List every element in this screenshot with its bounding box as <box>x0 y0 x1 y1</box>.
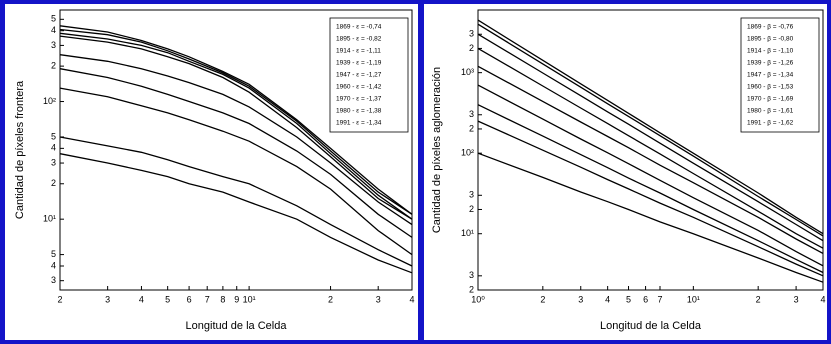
legend-entry: 1914 - β = -1,10 <box>747 48 794 55</box>
legend-entry: 1939 - β = -1,26 <box>747 60 794 67</box>
y-tick-label: 2 <box>51 61 56 71</box>
y-tick-label: 3 <box>469 29 474 39</box>
y-tick-label: 2 <box>51 178 56 188</box>
y-tick-label: 4 <box>51 260 56 270</box>
y-tick-label: 3 <box>51 157 56 167</box>
y-tick-label: 10² <box>461 148 474 158</box>
y-tick-label: 3 <box>51 40 56 50</box>
legend-entry: 1960 - β = -1,53 <box>747 84 794 91</box>
series-line <box>59 54 413 226</box>
legend-entry: 1970 - β = -1,69 <box>747 96 794 103</box>
y-tick-label: 3 <box>469 190 474 200</box>
series-line <box>477 104 824 274</box>
x-tick-label: 2 <box>540 294 545 304</box>
series-line <box>477 33 824 242</box>
y-tick-label: 2 <box>469 284 474 294</box>
series-line <box>477 47 824 249</box>
x-tick-label: 2 <box>756 294 761 304</box>
legend-entry: 1869 - ε = -0,74 <box>336 24 382 31</box>
y-tick-label: 3 <box>51 275 56 285</box>
x-axis-label: Longitud de la Celda <box>600 320 702 332</box>
x-tick-label: 7 <box>205 294 210 304</box>
series-line <box>477 120 824 277</box>
y-tick-label: 3 <box>469 109 474 119</box>
legend-box <box>740 17 820 133</box>
series-line <box>477 65 824 254</box>
x-tick-label: 10⁰ <box>471 294 485 304</box>
x-tick-label: 4 <box>605 294 610 304</box>
x-tick-label: 3 <box>578 294 583 304</box>
legend-entry: 1991 - ε = -1,34 <box>336 120 382 127</box>
y-tick-label: 10³ <box>461 67 474 77</box>
legend-entry: 1980 - β = -1,61 <box>747 108 794 115</box>
x-tick-label: 6 <box>187 294 192 304</box>
x-tick-label: 3 <box>105 294 110 304</box>
y-tick-label: 10¹ <box>43 214 56 224</box>
x-tick-label: 2 <box>328 294 333 304</box>
y-axis-label: Cantidad de píxeles frontera <box>14 80 26 219</box>
x-tick-label: 4 <box>820 294 825 304</box>
x-tick-label: 10¹ <box>687 294 700 304</box>
series-line <box>477 84 824 267</box>
x-tick-label: 7 <box>657 294 662 304</box>
x-axis-label: Longitud de la Celda <box>186 320 288 332</box>
y-tick-label: 5 <box>51 249 56 259</box>
legend-entry: 1991 - β = -1,62 <box>747 120 794 127</box>
y-tick-label: 2 <box>469 204 474 214</box>
legend-entry: 1939 - ε = -1,19 <box>336 60 382 67</box>
series-line <box>59 153 413 274</box>
y-tick-label: 5 <box>51 131 56 141</box>
y-tick-label: 3 <box>469 270 474 280</box>
legend-box <box>329 17 409 133</box>
x-tick-label: 5 <box>626 294 631 304</box>
x-tick-label: 6 <box>643 294 648 304</box>
x-tick-label: 4 <box>409 294 414 304</box>
legend-entry: 1947 - ε = -1,27 <box>336 72 382 79</box>
x-tick-label: 8 <box>220 294 225 304</box>
series-line <box>59 32 413 220</box>
x-tick-label: 2 <box>57 294 62 304</box>
plot-frame <box>59 9 413 291</box>
series-line <box>477 152 824 283</box>
x-tick-label: 3 <box>794 294 799 304</box>
x-tick-label: 10¹ <box>243 294 256 304</box>
y-tick-label: 4 <box>51 143 56 153</box>
y-tick-label: 10¹ <box>461 228 474 238</box>
y-tick-label: 10² <box>43 96 56 106</box>
legend-entry: 1970 - ε = -1,37 <box>336 96 382 103</box>
y-tick-label: 2 <box>469 43 474 53</box>
series-line <box>59 35 413 220</box>
series-line <box>477 23 824 237</box>
series-line <box>59 87 413 256</box>
legend-entry: 1914 - ε = -1,11 <box>336 48 381 55</box>
legend-entry: 1869 - β = -0,76 <box>747 24 794 31</box>
plot-frame <box>477 9 824 291</box>
x-tick-label: 5 <box>165 294 170 304</box>
legend-entry: 1960 - ε = -1,42 <box>336 84 382 91</box>
legend-entry: 1895 - ε = -0,82 <box>336 36 382 43</box>
y-tick-label: 2 <box>469 123 474 133</box>
series-line <box>59 28 413 215</box>
legend-entry: 1895 - β = -0,80 <box>747 36 794 43</box>
series-line <box>59 136 413 267</box>
x-tick-label: 3 <box>376 294 381 304</box>
y-tick-label: 5 <box>51 14 56 24</box>
series-line <box>59 68 413 238</box>
legend-entry: 1947 - β = -1,34 <box>747 72 794 79</box>
series-line <box>477 19 824 235</box>
y-axis-label: Cantidad de píxeles aglomeración <box>431 67 443 233</box>
x-tick-label: 4 <box>139 294 144 304</box>
y-tick-label: 4 <box>51 25 56 35</box>
x-tick-label: 9 <box>234 294 239 304</box>
legend-entry: 1980 - ε = -1,38 <box>336 108 382 115</box>
series-line <box>59 25 413 215</box>
